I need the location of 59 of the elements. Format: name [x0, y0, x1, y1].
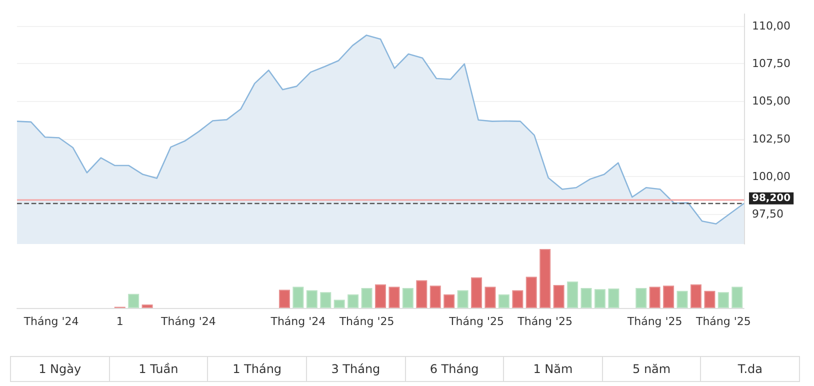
x-tick-label: Tháng '24 — [22, 315, 79, 328]
bar — [375, 284, 386, 308]
bar — [663, 286, 674, 308]
x-tick-label: Tháng '25 — [626, 315, 682, 328]
text: 1 Năm — [503, 357, 602, 381]
bar — [292, 286, 304, 308]
text: 1 Ngày — [38, 361, 82, 378]
bar — [320, 292, 332, 308]
bar — [388, 286, 400, 308]
bar — [416, 280, 428, 308]
y-tick-label: 110,00 — [752, 20, 790, 33]
y-tick-label: 100,00 — [752, 170, 790, 183]
bar — [649, 286, 660, 308]
bar — [636, 288, 647, 308]
bar — [553, 284, 564, 308]
bar — [348, 294, 359, 308]
bar — [471, 277, 482, 308]
text: 1 Tháng — [207, 357, 306, 381]
bar — [580, 288, 592, 308]
bar — [594, 289, 606, 308]
bar — [484, 286, 496, 308]
x-tick-label: Tháng '24 — [270, 315, 326, 328]
bar — [361, 288, 372, 308]
bar — [457, 290, 468, 308]
bar — [512, 290, 524, 308]
text: 5 năm — [602, 357, 700, 381]
text: 3 Tháng — [306, 357, 404, 381]
bar — [306, 290, 318, 308]
ref-line-label: 98,200 — [752, 192, 791, 204]
bar — [402, 288, 414, 308]
bar — [142, 304, 153, 308]
y-tick-label: 107,50 — [752, 57, 790, 70]
text: 6 Tháng — [404, 357, 504, 381]
bar — [278, 290, 290, 308]
bar — [430, 286, 441, 308]
x-tick-label: Tháng '25 — [448, 315, 504, 328]
bar — [128, 294, 140, 308]
bar — [690, 284, 702, 308]
y-tick-label: 102,50 — [752, 132, 790, 146]
y-tick-label: 105,00 — [752, 94, 790, 108]
text: T.da — [700, 357, 799, 381]
x-tick-label: Tháng '25 — [338, 315, 394, 328]
bar — [334, 300, 345, 308]
bar — [676, 290, 688, 308]
x-tick-label: 1 — [116, 315, 124, 328]
text: 1 Tuần — [108, 357, 208, 381]
y-tick-label: 97,50 — [752, 207, 784, 220]
bar — [498, 294, 510, 308]
x-tick-label: Tháng '24 — [160, 315, 216, 328]
bar — [540, 249, 551, 308]
x-tick-label: Tháng '25 — [694, 315, 751, 328]
bar — [567, 281, 578, 308]
x-tick-label: Tháng '25 — [516, 315, 573, 328]
bar — [608, 288, 620, 308]
bar — [732, 286, 743, 308]
bar — [444, 294, 455, 308]
bar — [718, 292, 729, 308]
bar — [526, 276, 537, 308]
bar — [704, 290, 716, 308]
